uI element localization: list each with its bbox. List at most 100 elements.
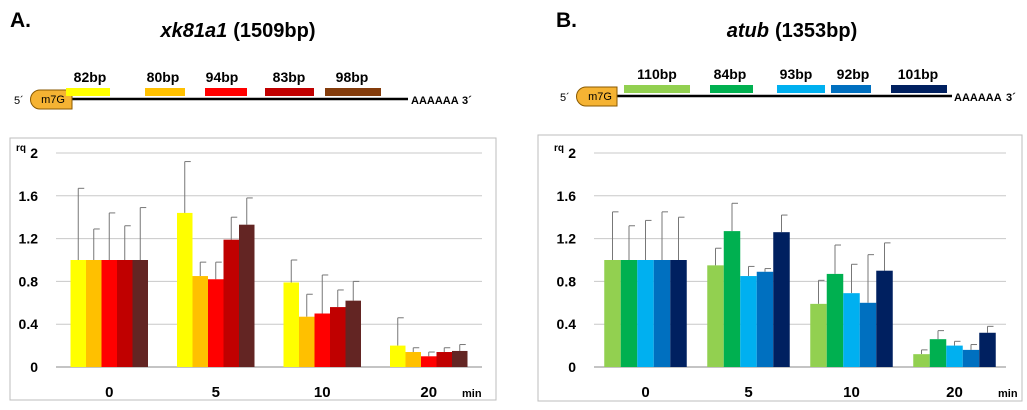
- bar-92bp-t5: [756, 271, 774, 367]
- bar-101bp-t20: [979, 332, 996, 367]
- amplicon-82bp: [66, 88, 110, 96]
- x-tick-label: 0: [641, 384, 649, 401]
- x-unit-label: min: [998, 388, 1018, 400]
- gene-name: xk81a1: [160, 20, 228, 42]
- five-prime-label: 5´: [14, 95, 24, 107]
- bar-93bp-t5: [740, 276, 757, 367]
- three-prime-label: 3´: [1006, 92, 1016, 104]
- amplicon-label: 80bp: [147, 69, 180, 85]
- bar-92bp-t0: [653, 260, 671, 367]
- bar-92bp-t20: [962, 349, 980, 367]
- transcript-diagram: 5´ m7G AAAAAA 3´ 82bp 80bp 94bp 83bp 98b…: [14, 69, 472, 110]
- amplicon-label: 83bp: [273, 69, 306, 85]
- bar-101bp-t10: [876, 270, 893, 367]
- cap-shape: [576, 86, 618, 107]
- amplicon-98bp: [325, 88, 381, 96]
- amplicon-80bp: [145, 88, 185, 96]
- bar-101bp-t0: [670, 260, 687, 367]
- amplicon-label: 98bp: [336, 69, 369, 85]
- bar-98bp-t10: [345, 300, 361, 367]
- bar-94bp-t10: [314, 313, 330, 367]
- bar-84bp-t20: [929, 339, 947, 367]
- panel-a-svg: A. xk81a1 (1509bp) 5´ m7G AAAAAA 3´ 82bp …: [9, 9, 497, 401]
- amplicon-110bp: [624, 85, 690, 93]
- panel-b: B. atub (1353bp) 5´ m7G AAAAAA 3´ 110bp 8…: [514, 0, 1027, 405]
- x-tick-label: 10: [314, 384, 331, 401]
- amplicon-label: 94bp: [206, 69, 239, 85]
- gene-title: xk81a1 (1509bp): [160, 20, 316, 42]
- panel-letter: B.: [556, 9, 577, 32]
- bar-101bp-t5: [773, 232, 790, 367]
- cap-shape: [30, 89, 73, 110]
- chart-a: 0 0.4 0.8 1.2 1.6 2 rq 0 5 10 20 min: [16, 143, 482, 401]
- amplicon-93bp: [777, 85, 825, 93]
- amplicon-label: 93bp: [780, 66, 813, 82]
- bar-94bp-t5: [208, 279, 224, 367]
- bar-93bp-t10: [843, 293, 860, 367]
- panel-letter: A.: [10, 9, 31, 32]
- gene-title: atub (1353bp): [727, 20, 857, 42]
- y-tick-label: 0.4: [19, 316, 39, 332]
- polya-tail: AAAAAA: [954, 92, 1002, 104]
- y-tick-label: 1.6: [557, 188, 577, 204]
- y-axis-label: rq: [554, 143, 564, 154]
- bar-84bp-t0: [620, 260, 638, 367]
- cap-label: m7G: [41, 94, 65, 106]
- amplicon-92bp: [831, 85, 871, 93]
- bar-94bp-t0: [101, 260, 117, 367]
- cap-label: m7G: [588, 91, 612, 103]
- amplicon-label: 84bp: [714, 66, 747, 82]
- amplicon-label: 92bp: [837, 66, 870, 82]
- bar-82bp-t20: [390, 345, 406, 367]
- y-tick-label: 0.8: [557, 273, 577, 289]
- y-tick-label: 1.6: [19, 188, 39, 204]
- transcript-diagram: 5´ m7G AAAAAA 3´ 110bp 84bp 93bp 92bp 10…: [560, 66, 1016, 107]
- bar-83bp-t5: [223, 239, 239, 367]
- five-prime-label: 5´: [560, 92, 570, 104]
- bar-98bp-t5: [239, 224, 255, 367]
- bar-83bp-t10: [330, 307, 346, 367]
- bar-80bp-t5: [192, 276, 208, 367]
- y-tick-label: 2: [568, 145, 576, 161]
- bar-93bp-t0: [637, 260, 654, 367]
- x-tick-label: 10: [843, 384, 860, 401]
- bar-82bp-t10: [283, 282, 299, 367]
- amplicon-label: 101bp: [898, 66, 938, 82]
- y-tick-label: 1.2: [19, 231, 39, 247]
- y-tick-label: 0.8: [19, 273, 39, 289]
- bar-83bp-t0: [117, 260, 133, 367]
- panel-b-svg: B. atub (1353bp) 5´ m7G AAAAAA 3´ 110bp 8…: [537, 9, 1023, 402]
- bar-93bp-t20: [946, 345, 963, 367]
- y-tick-label: 0: [568, 359, 576, 375]
- x-tick-label: 5: [212, 384, 220, 401]
- bar-80bp-t0: [86, 260, 102, 367]
- x-tick-label: 5: [744, 384, 752, 401]
- bar-82bp-t0: [70, 260, 86, 367]
- amplicon-84bp: [710, 85, 753, 93]
- y-tick-label: 2: [30, 145, 38, 161]
- x-tick-label: 20: [420, 384, 437, 401]
- bar-98bp-t0: [132, 260, 148, 367]
- gene-length: (1509bp): [233, 20, 315, 42]
- amplicon-label: 82bp: [74, 69, 107, 85]
- y-tick-label: 1.2: [557, 231, 577, 247]
- x-tick-label: 0: [105, 384, 113, 401]
- bar-110bp-t5: [707, 265, 724, 367]
- panel-a: A. xk81a1 (1509bp) 5´ m7G AAAAAA 3´ 82bp …: [0, 0, 513, 405]
- y-tick-label: 0: [30, 359, 38, 375]
- bar-110bp-t10: [810, 303, 827, 367]
- bar-110bp-t20: [913, 354, 930, 367]
- polya-tail: AAAAAA: [411, 95, 459, 107]
- bar-80bp-t20: [405, 352, 421, 367]
- bar-98bp-t20: [452, 350, 468, 367]
- bar-82bp-t5: [177, 212, 193, 367]
- bar-83bp-t20: [436, 352, 452, 367]
- three-prime-label: 3´: [462, 95, 472, 107]
- gene-length: (1353bp): [775, 20, 857, 42]
- bar-84bp-t5: [723, 231, 741, 367]
- bar-94bp-t20: [421, 356, 437, 367]
- amplicon-label: 110bp: [637, 66, 677, 82]
- bar-80bp-t10: [299, 316, 315, 367]
- x-unit-label: min: [462, 388, 482, 400]
- y-tick-label: 0.4: [557, 316, 577, 332]
